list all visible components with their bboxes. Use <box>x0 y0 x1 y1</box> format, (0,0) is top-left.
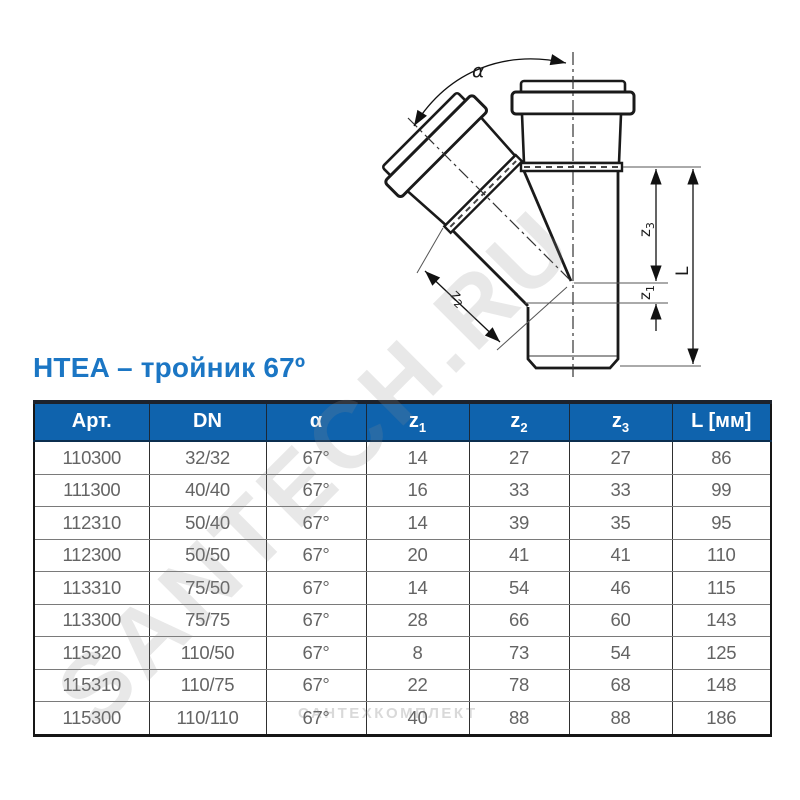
table-cell: 78 <box>468 668 570 702</box>
table-cell: 110/75 <box>148 668 267 702</box>
dimension-lines <box>413 54 699 364</box>
col-header-alpha: α <box>265 401 367 442</box>
table-row: 112300 50/50 67° 20 41 41 110 <box>33 538 772 572</box>
table-cell: 88 <box>568 701 673 736</box>
page-title: HTEA – тройник 67º <box>33 352 306 383</box>
table-cell: 112310 <box>33 506 150 540</box>
table-cell: 112300 <box>33 538 150 572</box>
table-cell: 111300 <box>33 473 150 507</box>
table-cell: 110/50 <box>148 636 267 670</box>
table-cell: 68 <box>568 668 673 702</box>
table-cell: 50/50 <box>148 538 267 572</box>
table-cell: 67° <box>265 473 367 507</box>
z2-label: z2 <box>445 286 470 312</box>
table-cell: 67° <box>265 701 367 736</box>
table-cell: 113300 <box>33 603 150 637</box>
table-cell: 125 <box>671 636 772 670</box>
table-cell: 41 <box>568 538 673 572</box>
table-cell: 8 <box>365 636 470 670</box>
col-header-z3: z3 <box>568 401 673 442</box>
table-cell: 33 <box>468 473 570 507</box>
z1-label: z1 <box>636 285 657 300</box>
table-cell: 110300 <box>33 440 150 475</box>
table-cell: 67° <box>265 571 367 605</box>
table-header-row: Арт. DN α z1 z2 z3 L [мм] <box>33 401 772 442</box>
table-cell: 35 <box>568 506 673 540</box>
table-cell: 115310 <box>33 668 150 702</box>
table-cell: 73 <box>468 636 570 670</box>
table-cell: 40 <box>365 701 470 736</box>
alpha-arc <box>413 54 567 127</box>
table-cell: 50/40 <box>148 506 267 540</box>
table-cell: 75/50 <box>148 571 267 605</box>
table-cell: 40/40 <box>148 473 267 507</box>
table-cell: 22 <box>365 668 470 702</box>
table-cell: 54 <box>568 636 673 670</box>
table-cell: 115 <box>671 571 772 605</box>
z3-label: z3 <box>636 222 657 237</box>
table-cell: 95 <box>671 506 772 540</box>
table-cell: 66 <box>468 603 570 637</box>
table-cell: 33 <box>568 473 673 507</box>
table-cell: 39 <box>468 506 570 540</box>
table-cell: 110 <box>671 538 772 572</box>
col-header-l: L [мм] <box>671 401 772 442</box>
table-cell: 99 <box>671 473 772 507</box>
table-cell: 186 <box>671 701 772 736</box>
table-cell: 113310 <box>33 571 150 605</box>
table-cell: 67° <box>265 506 367 540</box>
L-label: L <box>673 266 693 276</box>
table-row: 115310 110/75 67° 22 78 68 148 <box>33 668 772 702</box>
alpha-label: α <box>472 60 485 82</box>
table-cell: 41 <box>468 538 570 572</box>
table-cell: 67° <box>265 636 367 670</box>
table-cell: 88 <box>468 701 570 736</box>
table-row: 113300 75/75 67° 28 66 60 143 <box>33 603 772 637</box>
table-cell: 14 <box>365 440 470 475</box>
table-cell: 67° <box>265 603 367 637</box>
spec-table: Арт. DN α z1 z2 z3 L [мм] 110300 32/32 6… <box>33 400 772 737</box>
table-cell: 14 <box>365 506 470 540</box>
table-cell: 148 <box>671 668 772 702</box>
table-cell: 28 <box>365 603 470 637</box>
centerlines <box>407 52 574 378</box>
table-cell: 86 <box>671 440 772 475</box>
table-cell: 115300 <box>33 701 150 736</box>
col-header-z1: z1 <box>365 401 470 442</box>
table-cell: 115320 <box>33 636 150 670</box>
pipe-tee-diagram: α z3 z1 L z2 <box>382 52 701 378</box>
table-cell: 143 <box>671 603 772 637</box>
table-cell: 67° <box>265 538 367 572</box>
table-cell: 27 <box>468 440 570 475</box>
extension-lines <box>416 166 701 367</box>
table-row: 113310 75/50 67° 14 54 46 115 <box>33 571 772 605</box>
table-cell: 67° <box>265 440 367 475</box>
table-cell: 54 <box>468 571 570 605</box>
table-cell: 75/75 <box>148 603 267 637</box>
table-row: 111300 40/40 67° 16 33 33 99 <box>33 473 772 507</box>
table-row: 110300 32/32 67° 14 27 27 86 <box>33 440 772 475</box>
table-row: 112310 50/40 67° 14 39 35 95 <box>33 506 772 540</box>
table-cell: 110/110 <box>148 701 267 736</box>
col-header-art: Арт. <box>33 401 150 442</box>
table-cell: 27 <box>568 440 673 475</box>
col-header-dn: DN <box>148 401 267 442</box>
dimension-z2 <box>424 270 501 343</box>
table-cell: 20 <box>365 538 470 572</box>
table-cell: 16 <box>365 473 470 507</box>
table-cell: 14 <box>365 571 470 605</box>
table-cell: 60 <box>568 603 673 637</box>
branch-centerline <box>407 117 574 284</box>
table-cell: 46 <box>568 571 673 605</box>
table-row: 115320 110/50 67° 8 73 54 125 <box>33 636 772 670</box>
col-header-z2: z2 <box>468 401 570 442</box>
table-cell: 67° <box>265 668 367 702</box>
table-cell: 32/32 <box>148 440 267 475</box>
table-row: 115300 110/110 67° 40 88 88 186 <box>33 701 772 736</box>
